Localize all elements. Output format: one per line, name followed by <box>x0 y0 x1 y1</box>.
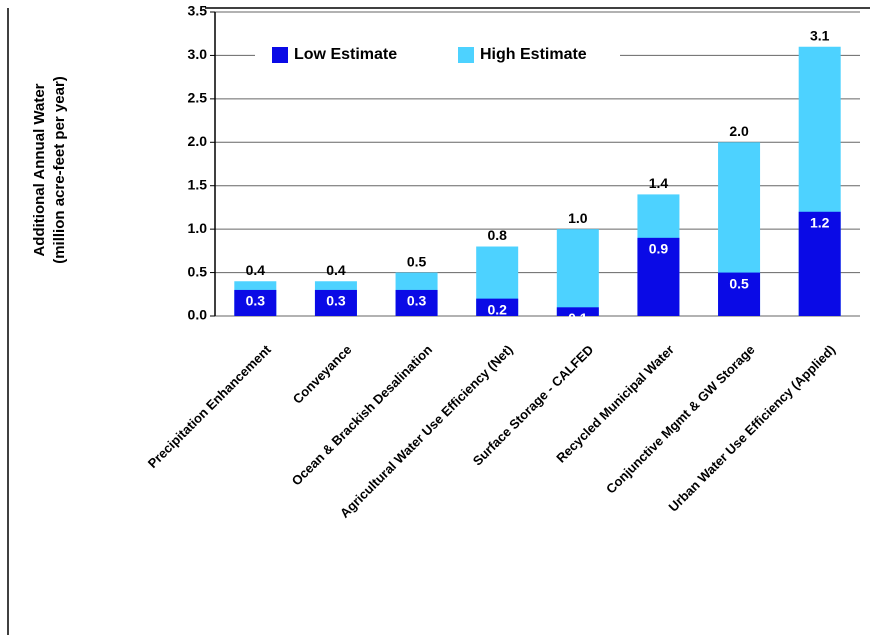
x-tick-label: Conjunctive Mgmt & GW Storage <box>603 342 758 497</box>
x-tick-label: Precipitation Enhancement <box>145 341 275 471</box>
value-label: 0.3 <box>246 293 266 309</box>
bar <box>556 229 599 316</box>
y-tick-label: 3.0 <box>188 46 208 62</box>
value-label: 0.1 <box>568 310 588 326</box>
value-label: 0.4 <box>246 262 266 278</box>
y-tick-label: 2.5 <box>188 90 208 106</box>
value-label: 0.3 <box>407 293 427 309</box>
bar <box>234 289 277 316</box>
legend-label: High Estimate <box>480 46 587 63</box>
value-label: 0.5 <box>407 253 427 269</box>
value-label: 0.4 <box>326 262 346 278</box>
legend-label: Low Estimate <box>294 46 397 63</box>
value-label: 0.5 <box>729 275 749 291</box>
bar <box>476 298 519 316</box>
value-label: 0.9 <box>649 241 669 257</box>
y-tick-label: 2.0 <box>188 133 208 149</box>
bar <box>718 272 761 316</box>
y-tick-label: 1.0 <box>188 220 208 236</box>
legend-background <box>255 41 620 69</box>
bar <box>314 289 357 316</box>
bar <box>798 211 841 316</box>
y-axis-title: Additional Annual Water <box>31 83 48 256</box>
y-tick-label: 1.5 <box>188 176 208 192</box>
x-tick-label: Conveyance <box>290 342 355 407</box>
x-tick-label: Agricultural Water Use Efficiency (Net) <box>337 342 516 521</box>
value-label: 0.8 <box>487 227 507 243</box>
bar <box>395 289 438 316</box>
value-label: 0.3 <box>326 293 346 309</box>
value-label: 1.2 <box>810 214 830 230</box>
value-label: 1.0 <box>568 210 588 226</box>
bar <box>556 307 599 316</box>
y-tick-label: 0.5 <box>188 263 208 279</box>
value-label: 0.2 <box>487 301 507 317</box>
x-tick-label: Ocean & Brackish Desalination <box>289 342 436 489</box>
y-axis-title: (million acre-feet per year) <box>51 76 68 264</box>
y-tick-label: 3.5 <box>188 3 208 19</box>
value-label: 2.0 <box>729 123 749 139</box>
legend-swatch <box>458 47 474 63</box>
value-label: 3.1 <box>810 27 830 43</box>
y-tick-label: 0.0 <box>188 307 208 323</box>
x-tick-label: Urban Water Use Efficiency (Applied) <box>666 342 839 515</box>
legend-swatch <box>272 47 288 63</box>
value-label: 1.4 <box>649 175 669 191</box>
bar <box>637 237 680 316</box>
